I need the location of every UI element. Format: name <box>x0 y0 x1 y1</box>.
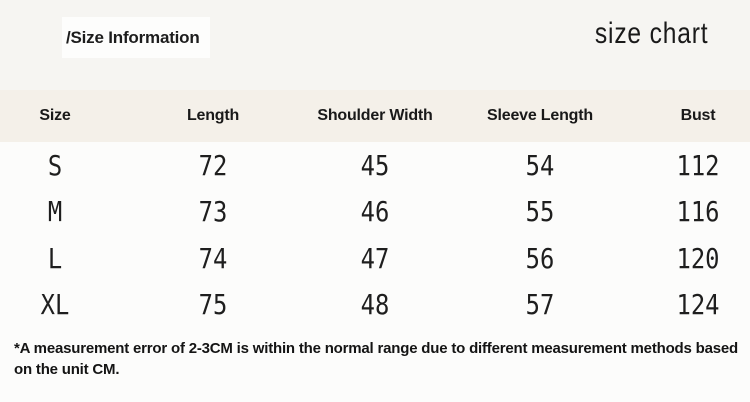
table-cell: 73 <box>198 195 228 229</box>
table-cell: 48 <box>360 288 390 322</box>
table-cell: 75 <box>198 288 228 322</box>
breadcrumb-label: /Size Information <box>66 27 200 47</box>
breadcrumb: /Size Information <box>62 17 210 58</box>
column-header: Length <box>186 107 240 124</box>
table-cell: 124 <box>676 288 720 322</box>
table-cell: L <box>47 241 63 275</box>
column-header: Size <box>39 107 71 124</box>
table-cell: 55 <box>525 195 555 229</box>
column-header: Shoulder Width <box>317 107 433 124</box>
table-cell: 116 <box>676 195 720 229</box>
table-row: L 74 47 56 120 <box>0 235 750 282</box>
table-cell: 74 <box>198 241 228 275</box>
table-header-row: Size Length Shoulder Width Sleeve Length Bus… <box>0 90 750 142</box>
table-cell: 57 <box>525 288 555 322</box>
table-cell: 56 <box>525 241 555 275</box>
table-cell: S <box>47 148 63 182</box>
column-header: Sleeve Length <box>487 107 593 124</box>
table-cell: XL <box>40 288 70 322</box>
measurement-note: *A measurement error of 2-3CM is within … <box>14 340 738 378</box>
column-header: Bust <box>680 107 716 124</box>
page-title: size chart <box>594 17 708 50</box>
table-row: XL 75 48 57 124 <box>0 282 750 329</box>
table-cell: 45 <box>360 148 390 182</box>
table-cell: 120 <box>676 241 720 275</box>
table-cell: 72 <box>198 148 228 182</box>
table-cell: M <box>47 195 63 229</box>
table-cell: 47 <box>360 241 390 275</box>
table-row: M 73 46 55 116 <box>0 189 750 236</box>
table-body: S 72 45 54 112 M 73 46 55 116 L 74 47 56 120 XL 75 48 57 12… <box>0 142 750 328</box>
table-cell: 46 <box>360 195 390 229</box>
table-row: S 72 45 54 112 <box>0 142 750 189</box>
table-cell: 112 <box>676 148 720 182</box>
table-cell: 54 <box>525 148 555 182</box>
